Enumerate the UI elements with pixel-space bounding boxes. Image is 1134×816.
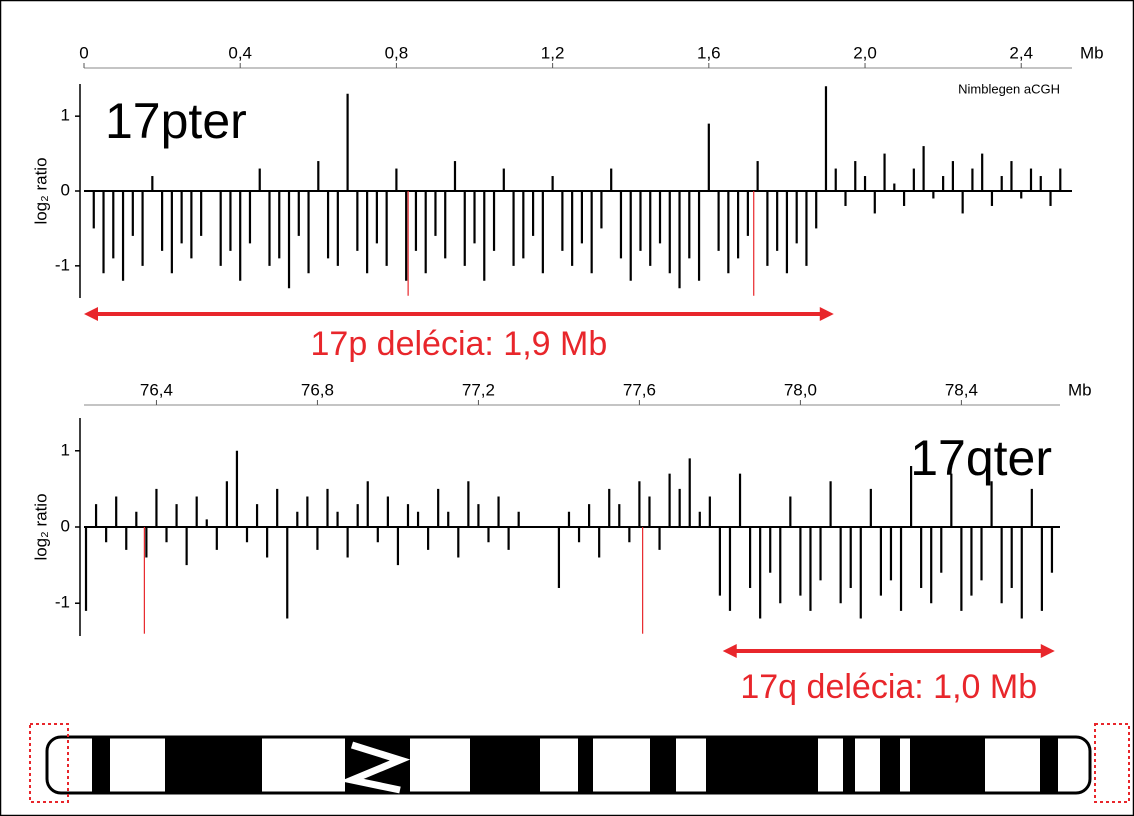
chromosome-outline xyxy=(45,735,1092,795)
band xyxy=(92,737,110,793)
x-tick-label: 1,6 xyxy=(697,43,721,62)
band xyxy=(650,737,676,793)
panel: 76,4 76,8 77,2 77,6 78,0 78,4 Mb -1 0 1 log₂ ratio… xyxy=(31,380,1091,706)
region-label: 17qter xyxy=(910,430,1052,486)
arrow-head xyxy=(84,307,98,321)
band xyxy=(843,737,855,793)
band xyxy=(1040,737,1058,793)
x-tick-label: 2,4 xyxy=(1009,43,1033,62)
band xyxy=(910,737,985,793)
band xyxy=(578,737,593,793)
y-axis-label: log₂ ratio xyxy=(31,157,50,224)
x-tick-label: 0 xyxy=(79,43,88,62)
band xyxy=(165,737,262,793)
x-tick-label: 77,2 xyxy=(462,380,495,399)
deletion-label: 17q delécia: 1,0 Mb xyxy=(740,668,1037,706)
highlight-box xyxy=(29,723,69,803)
chromosome-ideogram xyxy=(29,723,1130,803)
y-tick-label: 0 xyxy=(61,516,70,535)
y-axis-label: log₂ ratio xyxy=(31,493,50,560)
x-tick-label: 0,4 xyxy=(228,43,252,62)
centromere-twist xyxy=(340,741,411,794)
panel: 0 0,4 0,8 1,2 1,6 2,0 2,4 Mb -1 0 1 log₂ ratio 17pte… xyxy=(31,43,1103,363)
x-tick-label: 0,8 xyxy=(385,43,409,62)
x-axis-unit: Mb xyxy=(1080,43,1104,62)
band xyxy=(470,737,540,793)
x-tick-label: 77,6 xyxy=(623,380,656,399)
x-tick-label: 2,0 xyxy=(853,43,877,62)
highlight-box xyxy=(1094,723,1130,803)
y-tick-label: 1 xyxy=(61,440,70,459)
y-tick-label: 0 xyxy=(61,180,70,199)
x-tick-label: 1,2 xyxy=(541,43,565,62)
source-label: Nimblegen aCGH xyxy=(958,81,1060,96)
y-tick-label: 1 xyxy=(61,106,70,125)
deletion-label: 17p delécia: 1,9 Mb xyxy=(311,325,608,363)
band xyxy=(706,737,818,793)
x-tick-label: 78,4 xyxy=(945,380,978,399)
x-axis-unit: Mb xyxy=(1068,380,1092,399)
x-tick-label: 78,0 xyxy=(784,380,817,399)
y-tick-label: -1 xyxy=(55,593,70,612)
arrow-head xyxy=(1040,644,1055,658)
arrow-head xyxy=(722,644,737,658)
band xyxy=(880,737,900,793)
x-tick-label: 76,4 xyxy=(140,380,173,399)
arrow-head xyxy=(819,307,834,321)
y-tick-label: -1 xyxy=(55,255,70,274)
x-tick-label: 76,8 xyxy=(301,380,334,399)
region-label: 17pter xyxy=(105,93,247,149)
